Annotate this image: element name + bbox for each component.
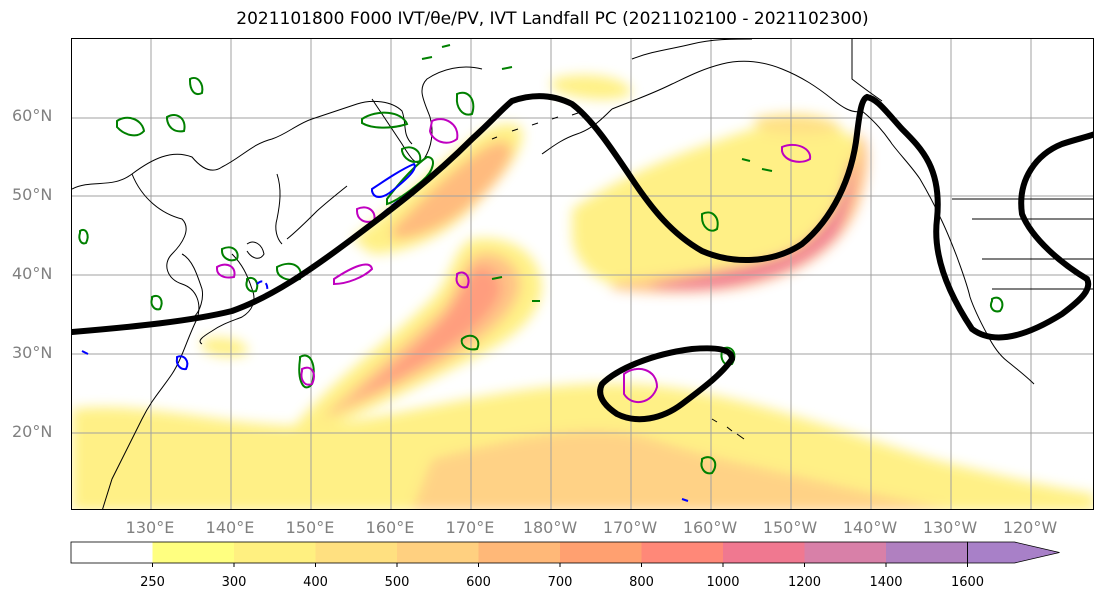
colorbar-tick-label: 800 [629, 575, 654, 590]
ivt-colorbar [70, 541, 1060, 567]
colorbar-tick-label: 1400 [869, 575, 903, 590]
colorbar-segment [804, 542, 886, 563]
graticule [72, 39, 1093, 509]
map-panel [71, 38, 1094, 510]
colorbar-extend-arrow [967, 541, 1060, 564]
map-canvas [72, 39, 1093, 509]
lat-label-20n: 20°N [12, 422, 53, 441]
lon-label-140e: 140°E [205, 518, 255, 537]
colorbar-tick-label: 1000 [706, 575, 740, 590]
colorbar-tick-label: 1600 [950, 575, 985, 590]
lon-label-130w: 130°W [922, 518, 978, 537]
ivt-shading [72, 74, 1093, 509]
lon-label-180w: 180°W [522, 518, 578, 537]
colorbar-segment [723, 542, 805, 563]
lat-label-30n: 30°N [12, 343, 53, 362]
colorbar-segments [70, 541, 1060, 567]
colorbar-tick-label: 400 [303, 575, 328, 590]
lat-label-50n: 50°N [12, 185, 53, 204]
lon-label-120w: 120°W [1002, 518, 1058, 537]
colorbar-segment [71, 542, 153, 563]
lat-label-40n: 40°N [12, 264, 53, 283]
lon-label-170w: 170°W [602, 518, 658, 537]
colorbar-tick-label: 250 [140, 575, 165, 590]
figure-title: 2021101800 F000 IVT/θe/PV, IVT Landfall … [236, 9, 869, 29]
lon-label-150e: 150°E [285, 518, 335, 537]
colorbar-tick-label: 300 [221, 575, 247, 590]
colorbar-segment [478, 542, 560, 563]
colorbar-tick-label: 1200 [787, 575, 822, 590]
colorbar-segment [886, 542, 968, 563]
colorbar-segment [641, 542, 723, 563]
colorbar-outline [70, 541, 968, 564]
lon-label-140w: 140°W [842, 518, 898, 537]
colorbar-tick-label: 700 [547, 575, 573, 590]
colorbar-segment [152, 542, 234, 563]
colorbar-tick-label: 600 [466, 575, 491, 590]
pv-contours-positive [216, 118, 812, 403]
lon-label-130e: 130°E [125, 518, 175, 537]
theta-e-contours [78, 44, 1004, 475]
colorbar-segment [397, 542, 479, 563]
colorbar-segment [234, 542, 316, 563]
coastlines [72, 39, 1093, 509]
lon-label-160e: 160°E [365, 518, 415, 537]
colorbar-tick-label: 500 [384, 575, 410, 590]
lat-label-60n: 60°N [12, 106, 53, 125]
landfall-pc-contours [72, 93, 1093, 423]
lon-label-160w: 160°W [682, 518, 738, 537]
colorbar-segment [560, 542, 642, 563]
lon-label-170e: 170°E [445, 518, 495, 537]
lon-label-150w: 150°W [762, 518, 818, 537]
colorbar-segment [315, 542, 397, 563]
